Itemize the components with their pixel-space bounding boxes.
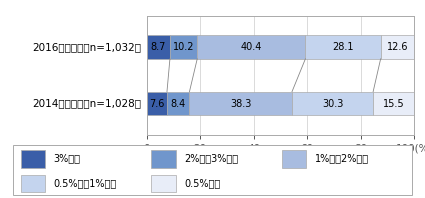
Bar	[167, 92, 190, 115]
Bar	[170, 35, 197, 59]
FancyBboxPatch shape	[21, 150, 45, 168]
Text: 40.4: 40.4	[241, 42, 262, 52]
Text: 10.2: 10.2	[173, 42, 194, 52]
Text: 7.6: 7.6	[149, 99, 164, 109]
Bar	[306, 35, 381, 59]
Text: 2014年度調査（n=1,028）: 2014年度調査（n=1,028）	[32, 99, 141, 109]
FancyBboxPatch shape	[151, 175, 176, 192]
Text: 30.3: 30.3	[322, 99, 343, 109]
Text: 1%以上2%未満: 1%以上2%未満	[314, 154, 368, 164]
FancyBboxPatch shape	[13, 145, 412, 195]
FancyBboxPatch shape	[151, 150, 176, 168]
Bar	[147, 35, 170, 59]
Text: 0.5%未満: 0.5%未満	[184, 179, 220, 188]
Text: 38.3: 38.3	[230, 99, 252, 109]
Text: 28.1: 28.1	[332, 42, 354, 52]
Bar	[190, 92, 292, 115]
Text: 2%以上3%未満: 2%以上3%未満	[184, 154, 238, 164]
FancyBboxPatch shape	[282, 150, 306, 168]
FancyBboxPatch shape	[21, 175, 45, 192]
Bar	[147, 92, 167, 115]
Text: 8.4: 8.4	[170, 99, 186, 109]
Bar	[292, 92, 373, 115]
Bar	[373, 92, 415, 115]
Text: 15.5: 15.5	[383, 99, 405, 109]
Bar	[381, 35, 414, 59]
Text: 2016年度調査（n=1,032）: 2016年度調査（n=1,032）	[32, 42, 141, 52]
Text: 12.6: 12.6	[387, 42, 408, 52]
Text: 3%以上: 3%以上	[54, 154, 80, 164]
Text: 0.5%以上1%未満: 0.5%以上1%未満	[54, 179, 116, 188]
Bar	[197, 35, 306, 59]
Text: 8.7: 8.7	[150, 42, 166, 52]
